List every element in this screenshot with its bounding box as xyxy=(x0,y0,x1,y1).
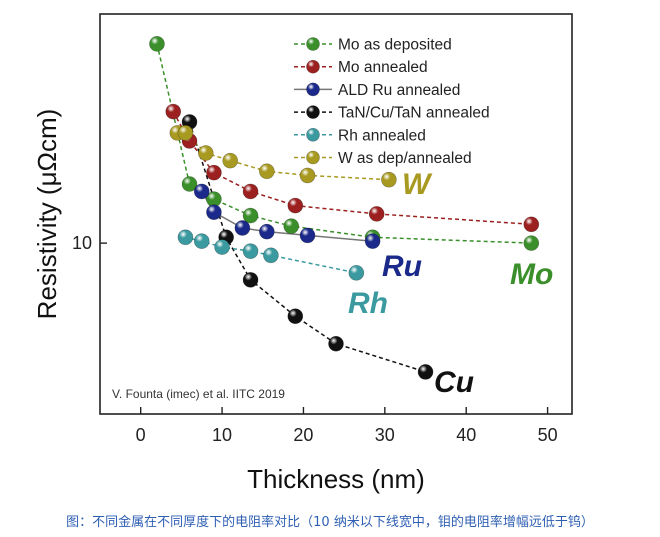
y-tick-label: 10 xyxy=(72,233,92,253)
series-labels: Mo Ru Cu Rh W xyxy=(348,168,553,399)
legend-swatch-marker xyxy=(306,59,320,74)
x-tick-label: 20 xyxy=(293,425,313,445)
y-axis-label: Resistivity (μΩcm) xyxy=(32,109,62,320)
data-point-rh-annealed xyxy=(348,265,365,281)
data-point-tan-cu-tan-annealed xyxy=(287,308,304,325)
data-point-mo-as-deposited xyxy=(242,207,259,224)
data-point-ald-ru-annealed xyxy=(364,233,381,249)
figure-caption: 图：不同金属在不同厚度下的电阻率对比（10 纳米以下线宽中，钼的电阻率增幅远低于… xyxy=(66,515,594,530)
x-tick-label: 50 xyxy=(538,425,558,445)
data-point-rh-annealed xyxy=(214,239,230,255)
series-label-cu: Cu xyxy=(434,366,474,399)
data-point-mo-as-deposited xyxy=(149,36,165,52)
data-point-w-as-dep-annealed xyxy=(197,145,214,161)
data-point-ald-ru-annealed xyxy=(299,227,316,244)
data-point-ald-ru-annealed xyxy=(234,220,251,236)
series-line-rh-annealed xyxy=(185,236,357,274)
legend-label: TaN/Cu/TaN annealed xyxy=(338,105,490,122)
series-line-tan-cu-tan-annealed xyxy=(188,121,426,373)
data-point-ald-ru-annealed xyxy=(259,223,275,240)
data-point-rh-annealed xyxy=(177,229,194,246)
data-point-ald-ru-annealed xyxy=(206,204,222,220)
plot-frame xyxy=(99,13,573,415)
annotation-text: V. Founta (imec) et al. IITC 2019 xyxy=(112,387,285,401)
legend-label: ALD Ru annealed xyxy=(338,82,460,99)
data-point-w-as-dep-annealed xyxy=(177,125,194,141)
data-point-tan-cu-tan-annealed xyxy=(328,335,344,352)
legend-label: Rh annealed xyxy=(338,127,426,144)
legend-swatch-marker xyxy=(306,105,320,119)
legend-swatch-marker xyxy=(306,37,320,51)
legend-label: Mo as deposited xyxy=(338,37,452,54)
data-point-rh-annealed xyxy=(242,243,259,259)
x-tick-label: 0 xyxy=(136,425,146,445)
x-tick-label: 30 xyxy=(375,425,395,445)
data-point-tan-cu-tan-annealed xyxy=(417,364,434,380)
data-point-mo-annealed xyxy=(242,183,259,200)
series-label-w: W xyxy=(402,168,433,201)
legend-label: Mo annealed xyxy=(338,59,428,76)
data-point-w-as-dep-annealed xyxy=(381,171,397,188)
data-point-mo-annealed xyxy=(368,206,385,222)
data-point-w-as-dep-annealed xyxy=(299,167,316,184)
data-point-rh-annealed xyxy=(193,233,210,249)
legend-swatch-marker xyxy=(306,150,320,165)
data-point-ald-ru-annealed xyxy=(193,183,210,200)
series-label-rh: Rh xyxy=(348,287,388,320)
data-point-mo-annealed xyxy=(523,216,540,233)
data-point-mo-as-deposited xyxy=(181,176,198,192)
data-point-mo-annealed xyxy=(165,103,182,120)
x-tick-label: 40 xyxy=(456,425,476,445)
data-point-w-as-dep-annealed xyxy=(222,152,239,169)
legend: Mo as deposited Mo annealed ALD Ru anneale… xyxy=(294,37,490,167)
legend-swatch-marker xyxy=(306,128,320,142)
data-point-tan-cu-tan-annealed xyxy=(242,272,259,288)
data-point-mo-annealed xyxy=(287,197,304,214)
data-point-rh-annealed xyxy=(263,247,279,264)
data-point-mo-as-deposited xyxy=(283,218,300,234)
series-label-ru: Ru xyxy=(382,250,422,283)
data-points xyxy=(149,36,540,380)
data-point-mo-as-deposited xyxy=(523,235,540,251)
x-axis-label: Thickness (nm) xyxy=(247,464,425,494)
data-point-w-as-dep-annealed xyxy=(259,163,275,180)
legend-label: W as dep/annealed xyxy=(338,150,472,167)
x-tick-label: 10 xyxy=(212,425,232,445)
series-label-mo: Mo xyxy=(510,258,553,291)
legend-swatch-marker xyxy=(306,82,320,97)
axes: 0 10 20 30 40 50 10 xyxy=(72,233,558,445)
data-point-mo-annealed xyxy=(206,164,222,181)
